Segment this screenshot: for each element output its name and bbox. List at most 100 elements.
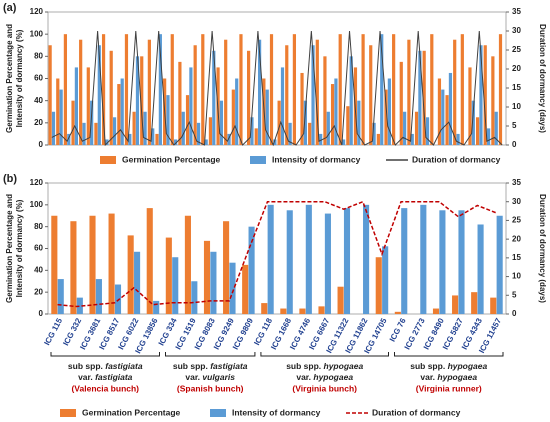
bar <box>299 308 306 314</box>
y2-tick-label: 5 <box>512 290 517 299</box>
bar <box>277 100 281 145</box>
bar <box>74 67 79 145</box>
y2-tick-label: 15 <box>512 83 521 92</box>
group-label: sub spp. fastigiata <box>68 361 143 371</box>
bar <box>193 45 197 145</box>
bar <box>112 117 117 145</box>
bar <box>468 67 472 145</box>
bar <box>337 286 344 314</box>
group-name: hypogaea <box>448 361 488 371</box>
bar <box>128 133 132 145</box>
y-tick-label: 0 <box>39 309 44 318</box>
bar <box>250 117 254 145</box>
bar <box>90 100 94 145</box>
bar <box>117 84 121 145</box>
y-axis-label: Germination Percentage and <box>5 194 14 303</box>
bar <box>483 45 487 145</box>
y2-tick-label: 25 <box>512 216 521 225</box>
group-name: hypogaea <box>324 361 364 371</box>
legend-label: Duration of dormancy <box>412 154 501 164</box>
group-label: sub spp. hypogaea <box>410 361 487 371</box>
group-name: fastigiata <box>210 361 248 371</box>
bar <box>261 303 268 314</box>
bar <box>174 139 178 145</box>
bar <box>97 45 101 145</box>
bar <box>452 295 459 314</box>
bar <box>392 34 396 145</box>
bar <box>456 133 460 145</box>
group-label: var. hypogaea <box>420 372 477 382</box>
bar <box>318 306 325 314</box>
bar <box>184 215 191 314</box>
bar <box>326 111 330 145</box>
bar <box>372 122 376 145</box>
legend-swatch <box>60 409 76 417</box>
bar <box>305 204 312 314</box>
bar <box>498 34 503 145</box>
group-prefix: var. <box>296 372 311 382</box>
bar <box>134 251 141 314</box>
bar <box>48 45 52 145</box>
x-tick-label: ICG 76 <box>388 316 408 343</box>
y2-tick-label: 0 <box>512 140 517 149</box>
bar <box>315 39 319 146</box>
bar <box>430 34 434 145</box>
bar <box>334 78 338 145</box>
bar <box>166 95 170 145</box>
bar <box>425 117 430 145</box>
y-axis-label: Intensity of dormancy (%) <box>15 199 24 297</box>
y-tick-label: 40 <box>34 96 43 105</box>
group-prefix: sub spp. <box>410 361 445 371</box>
y-tick-label: 20 <box>34 287 43 296</box>
group-type: (Virginia runner) <box>416 383 482 393</box>
y-tick-label: 120 <box>30 7 44 16</box>
bar <box>479 45 483 145</box>
group-bracket <box>165 352 256 357</box>
y-tick-label: 120 <box>30 178 44 187</box>
line <box>51 30 503 147</box>
bar <box>212 50 216 145</box>
line <box>57 200 497 308</box>
group-prefix: var. <box>420 372 435 382</box>
bar <box>146 208 153 314</box>
bar <box>229 262 236 314</box>
bar <box>208 117 213 145</box>
group-bracket <box>394 352 504 357</box>
bar <box>308 122 312 145</box>
group-name: hypogaea <box>437 372 477 382</box>
legend-swatch <box>250 156 266 164</box>
bar <box>231 89 235 145</box>
bar <box>410 133 414 145</box>
y2-tick-label: 30 <box>512 26 521 35</box>
bar <box>269 34 274 145</box>
legend-label: Germination Percentage <box>82 407 181 417</box>
bar <box>223 221 230 314</box>
bar <box>86 67 90 145</box>
bar <box>239 34 243 145</box>
group-label: var. vulgaris <box>185 372 235 382</box>
bar <box>330 84 335 145</box>
y2-tick-label: 10 <box>512 272 521 281</box>
bar <box>494 111 498 145</box>
bar <box>151 128 155 145</box>
legend-swatch <box>100 156 116 164</box>
y2-axis-label: Duration of dormancy (days) <box>538 24 547 133</box>
bar <box>490 297 497 314</box>
y2-tick-label: 30 <box>512 197 521 206</box>
bar <box>369 45 373 145</box>
bar <box>201 34 205 145</box>
bar <box>155 133 159 145</box>
bar <box>376 133 380 145</box>
bar <box>346 106 350 145</box>
bar <box>445 95 449 145</box>
y2-tick-label: 0 <box>512 309 517 318</box>
bar <box>439 210 446 314</box>
y2-tick-label: 10 <box>512 102 521 111</box>
bar <box>384 89 388 145</box>
y-tick-label: 100 <box>30 200 44 209</box>
bar <box>422 50 426 145</box>
bar <box>361 34 365 145</box>
y2-axis-label: Duration of dormancy (days) <box>538 194 547 303</box>
bar <box>375 257 382 314</box>
bar <box>189 67 193 145</box>
